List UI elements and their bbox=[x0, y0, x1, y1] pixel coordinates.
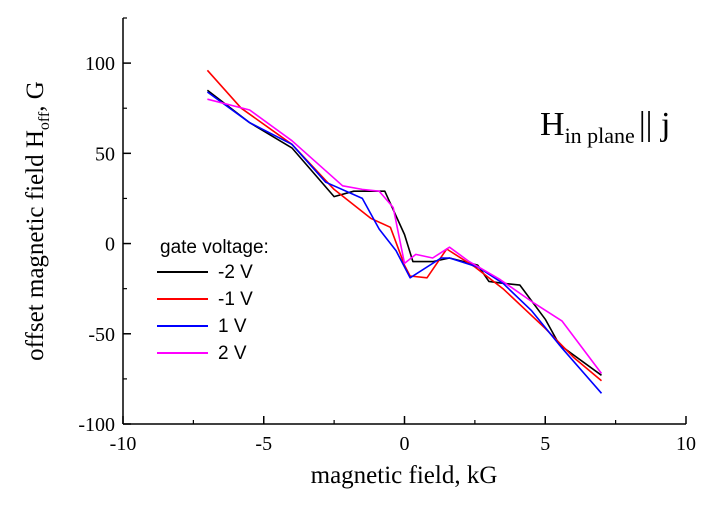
x-axis-label: magnetic field, kG bbox=[311, 462, 498, 489]
x-tick-label: -10 bbox=[110, 433, 137, 455]
x-tick-label: 10 bbox=[676, 433, 696, 455]
y-tick-label: -100 bbox=[78, 414, 115, 436]
legend-label: 1 V bbox=[218, 316, 247, 337]
series-line-3 bbox=[206, 91, 603, 394]
y-tick-label: 100 bbox=[85, 53, 115, 75]
y-axis-label-main: offset magnetic field H bbox=[22, 130, 49, 361]
y-tick-label: -50 bbox=[88, 324, 115, 346]
legend: gate voltage: -2 V -1 V 1 V 2 V bbox=[157, 237, 269, 364]
legend-label: 2 V bbox=[218, 343, 247, 364]
x-tick-label: 0 bbox=[400, 433, 410, 455]
y-axis-label: offset magnetic field Hoff, G bbox=[22, 81, 53, 361]
series-layer bbox=[206, 69, 603, 394]
annotation: Hin plane || j bbox=[540, 106, 670, 148]
y-axis-label-sub: off bbox=[36, 111, 53, 130]
series-line-1 bbox=[206, 89, 602, 376]
y-axis-label-tail: , G bbox=[22, 81, 49, 112]
legend-label: -2 V bbox=[218, 262, 253, 283]
legend-title: gate voltage: bbox=[160, 237, 269, 258]
x-tick-label: -5 bbox=[255, 433, 272, 455]
y-tick-label: 50 bbox=[95, 143, 115, 165]
legend-label: -1 V bbox=[218, 289, 253, 310]
annotation-main: H bbox=[540, 106, 565, 143]
series-line-4 bbox=[207, 98, 603, 374]
axes bbox=[122, 18, 686, 425]
y-tick-label: 0 bbox=[105, 234, 115, 256]
x-tick-label: 5 bbox=[540, 433, 550, 455]
annotation-tail: || j bbox=[639, 106, 671, 143]
annotation-sub: in plane bbox=[565, 123, 635, 148]
